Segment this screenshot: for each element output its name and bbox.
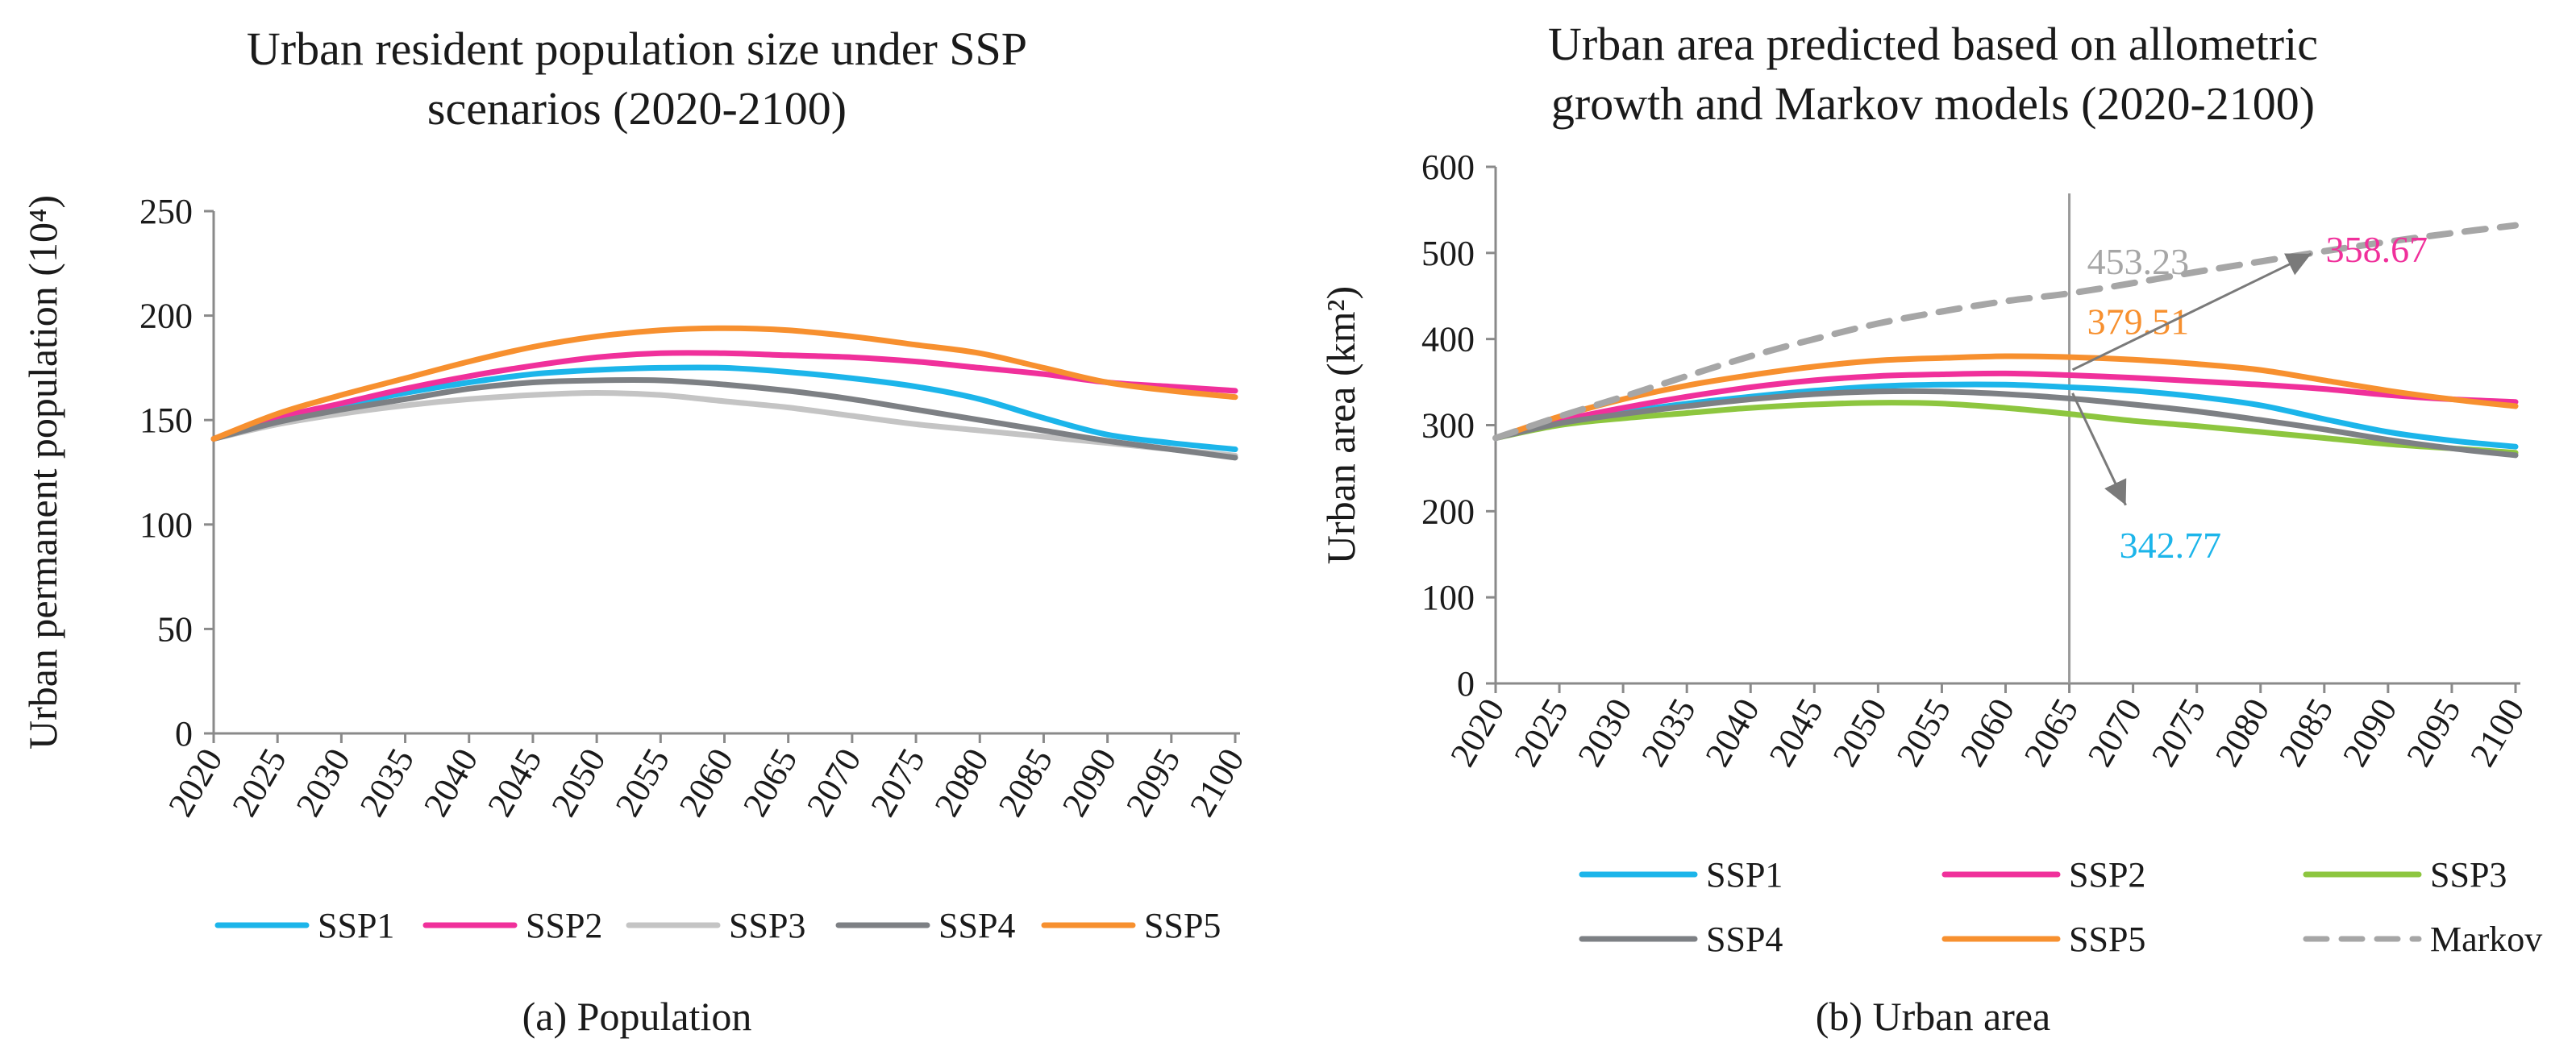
series-line-ssp3 [1492, 400, 2519, 456]
annotation-label-358-67: 358.67 [2326, 229, 2428, 270]
series-line-ssp3 [210, 390, 1238, 459]
legend-label-ssp5: SSP5 [1144, 906, 1221, 945]
y-tick-label: 200 [139, 297, 193, 336]
series-line-ssp4 [210, 376, 1238, 461]
x-tick-label: 2075 [863, 742, 932, 824]
urban-area-title-line1: Urban area predicted based on allometric [1548, 18, 2318, 70]
y-axis-title: Urban area (km²) [1318, 286, 1363, 564]
urban-area-caption: (b) Urban area [1815, 994, 2051, 1039]
series-line-ssp2 [1492, 370, 2519, 442]
x-tick-label: 2100 [2462, 692, 2532, 774]
x-tick-label: 2025 [224, 742, 293, 824]
urban-area-chart-title: Urban area predicted based on allometric… [1290, 15, 2576, 134]
x-tick-label: 2090 [2335, 692, 2404, 774]
x-tick-label: 2065 [2016, 692, 2086, 774]
x-tick-label: 2030 [289, 742, 358, 824]
legend-label-markov: Markov [2430, 920, 2542, 959]
x-tick-label: 2020 [1442, 692, 1512, 774]
urban-area-chart: 0100200300400500600202020252030203520402… [1318, 147, 2542, 959]
y-tick-label: 100 [139, 505, 193, 545]
y-tick-label: 250 [139, 192, 193, 231]
annotation-arrow-ssp2 [2071, 252, 2312, 372]
x-tick-label: 2030 [1570, 692, 1639, 774]
legend-label-ssp3: SSP3 [2430, 855, 2507, 895]
y-tick-label: 50 [157, 609, 193, 649]
x-tick-label: 2020 [160, 742, 230, 824]
x-tick-label: 2050 [543, 742, 613, 824]
legend-label-ssp4: SSP4 [1706, 920, 1783, 959]
x-tick-label: 2075 [2144, 692, 2213, 774]
x-tick-label: 2055 [1889, 692, 1958, 774]
x-tick-label: 2045 [480, 742, 549, 824]
x-tick-label: 2040 [416, 742, 485, 824]
x-tick-label: 2045 [1762, 692, 1831, 774]
legend-label-ssp5: SSP5 [2069, 920, 2145, 959]
y-tick-label: 0 [175, 714, 193, 754]
legend-label-ssp1: SSP1 [318, 906, 394, 945]
series-line-ssp5 [1492, 353, 2519, 442]
x-tick-label: 2070 [2080, 692, 2149, 774]
x-tick-label: 2090 [1055, 742, 1124, 824]
y-tick-label: 0 [1457, 664, 1475, 704]
y-axis-title: Urban permanent population (10⁴) [20, 195, 65, 750]
x-tick-label: 2085 [991, 742, 1060, 824]
urban-area-panel: Urban area predicted based on allometric… [1290, 0, 2576, 1059]
x-tick-label: 2025 [1506, 692, 1575, 774]
series-line-ssp4 [1492, 388, 2519, 459]
population-chart-title: Urban resident population size under SSP… [0, 19, 1274, 139]
x-tick-label: 2095 [1118, 742, 1188, 824]
series-line-ssp5 [210, 325, 1238, 442]
x-tick-label: 2060 [672, 742, 741, 824]
x-tick-label: 2095 [2399, 692, 2468, 774]
y-tick-label: 400 [1421, 320, 1475, 359]
annotation-label-342-77: 342.77 [2120, 525, 2222, 566]
y-tick-label: 600 [1421, 147, 1475, 187]
y-tick-label: 300 [1421, 406, 1475, 446]
urban-area-title-line2: growth and Markov models (2020-2100) [1550, 77, 2316, 130]
population-title-line1: Urban resident population size under SSP [246, 23, 1028, 75]
x-tick-label: 2080 [2208, 692, 2277, 774]
annotation-arrow-ssp1 [2071, 392, 2127, 506]
legend-label-ssp2: SSP2 [2069, 855, 2145, 895]
x-tick-label: 2085 [2271, 692, 2341, 774]
legend-label-ssp2: SSP2 [526, 906, 602, 945]
y-tick-label: 150 [139, 401, 193, 440]
x-tick-label: 2070 [799, 742, 868, 824]
population-panel: Urban resident population size under SSP… [0, 0, 1274, 1059]
x-tick-label: 2055 [608, 742, 677, 824]
series-line-ssp1 [210, 364, 1238, 452]
x-tick-label: 2100 [1182, 742, 1251, 824]
legend-label-ssp4: SSP4 [938, 906, 1015, 945]
series-line-ssp2 [210, 350, 1238, 442]
population-title-line2: scenarios (2020-2100) [427, 82, 847, 135]
x-tick-label: 2035 [1633, 692, 1703, 774]
y-tick-label: 200 [1421, 492, 1475, 531]
y-tick-label: 500 [1421, 234, 1475, 273]
population-caption: (a) Population [522, 994, 752, 1039]
legend-label-ssp3: SSP3 [729, 906, 805, 945]
x-tick-label: 2035 [352, 742, 422, 824]
x-tick-label: 2060 [1953, 692, 2022, 774]
annotation-label-453-23: 453.23 [2087, 241, 2190, 282]
x-tick-label: 2080 [926, 742, 996, 824]
y-tick-label: 100 [1421, 578, 1475, 617]
series-line-markov [1492, 222, 2519, 442]
x-tick-label: 2050 [1825, 692, 1895, 774]
x-tick-label: 2065 [735, 742, 805, 824]
x-tick-label: 2040 [1697, 692, 1767, 774]
population-chart: 0501001502002502020202520302035204020452… [20, 192, 1252, 945]
legend-label-ssp1: SSP1 [1706, 855, 1783, 895]
